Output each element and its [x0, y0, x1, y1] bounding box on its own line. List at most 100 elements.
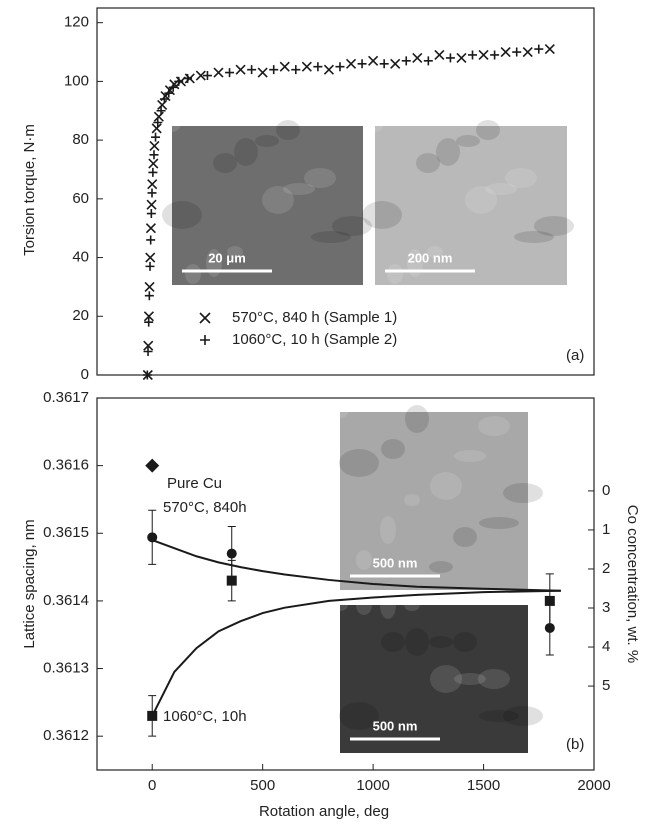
marker-plus: [534, 44, 544, 54]
micrograph-texture: [465, 186, 497, 214]
micrograph-texture: [367, 120, 383, 132]
annotation: (b): [566, 736, 584, 753]
marker-plus: [313, 62, 323, 72]
micrograph-texture: [185, 264, 201, 284]
micrograph-texture: [405, 628, 429, 656]
x-tick-label: 2000: [577, 777, 610, 794]
micrograph: [172, 126, 363, 285]
micrograph-texture: [276, 120, 300, 140]
y-tick-label: 0.3616: [43, 457, 89, 474]
marker-plus: [183, 73, 193, 83]
micrograph-texture: [485, 183, 517, 195]
micrograph-texture: [476, 120, 500, 140]
micrograph-texture: [478, 669, 510, 689]
annotation: (a): [566, 347, 584, 364]
y-tick-label: 80: [72, 131, 89, 148]
micrograph-texture: [227, 246, 243, 258]
micrograph-texture: [404, 494, 420, 506]
marker-diamond: [145, 458, 160, 473]
fit-curve: [151, 589, 561, 717]
y2-tick-label: 1: [602, 521, 610, 538]
micrograph-texture: [503, 706, 543, 726]
marker-x: [147, 179, 158, 190]
marker-x: [279, 61, 290, 72]
micrograph-texture: [283, 183, 315, 195]
marker-x: [368, 55, 379, 66]
marker-x: [478, 49, 489, 61]
micrograph-texture: [362, 201, 402, 229]
micrograph-texture: [356, 550, 372, 570]
micrograph-texture: [332, 599, 348, 611]
marker-x: [144, 281, 155, 292]
micrograph-texture: [304, 168, 336, 188]
micrograph-texture: [255, 135, 279, 147]
micrograph-texture: [479, 517, 519, 529]
marker-x: [151, 123, 162, 134]
marker-plus: [153, 118, 163, 128]
marker-circle: [226, 548, 237, 559]
y2-tick-label: 2: [602, 560, 610, 577]
marker-plus: [247, 65, 257, 75]
y2-tick-label: 3: [602, 599, 610, 616]
marker-x: [148, 158, 159, 169]
micrograph-texture: [381, 632, 405, 652]
marker-square: [226, 575, 237, 586]
y-axis-title: Lattice spacing, nm: [21, 519, 38, 648]
y-tick-label: 0.3614: [43, 592, 89, 609]
micrograph-texture: [311, 231, 351, 243]
marker-x: [145, 252, 156, 263]
scale-bar-label: 500 nm: [373, 555, 418, 570]
marker-x: [257, 67, 268, 78]
marker-x: [143, 311, 154, 322]
marker-plus: [144, 317, 154, 327]
x-axis-title: Rotation angle, deg: [259, 803, 389, 820]
legend-marker: [199, 312, 211, 324]
marker-plus: [445, 53, 455, 63]
y2-tick-label: 4: [602, 638, 610, 655]
y-tick-label: 0.3613: [43, 660, 89, 677]
marker-plus: [147, 188, 157, 198]
micrograph-texture: [478, 416, 510, 436]
marker-plus: [335, 62, 345, 72]
annotation: 1060°C, 10h: [163, 708, 247, 725]
marker-plus: [401, 56, 411, 66]
scale-bar-label: 200 nm: [408, 250, 453, 265]
marker-x: [213, 67, 224, 78]
micrograph-texture: [339, 702, 379, 730]
micrograph-texture: [534, 216, 574, 236]
y-axis-title: Torsion torque, N·m: [21, 124, 38, 256]
micrograph-texture: [404, 599, 420, 611]
marker-plus: [145, 261, 155, 271]
y-tick-label: 20: [72, 307, 89, 324]
y-tick-label: 0: [81, 366, 89, 383]
micrograph: [340, 412, 528, 590]
marker-plus: [291, 65, 301, 75]
micrograph-texture: [454, 450, 486, 462]
marker-x: [153, 111, 164, 122]
y-tick-label: 0.3617: [43, 389, 89, 406]
marker-x: [500, 46, 511, 58]
x-tick-label: 1500: [467, 777, 500, 794]
micrograph-texture: [339, 449, 379, 477]
micrograph-texture: [380, 516, 396, 544]
scale-bar-label: 500 nm: [373, 718, 418, 733]
marker-plus: [423, 56, 433, 66]
micrograph-texture: [430, 472, 462, 500]
marker-plus: [151, 132, 161, 142]
marker-x: [544, 44, 555, 55]
marker-plus: [149, 150, 159, 160]
micrograph-texture: [503, 483, 543, 503]
marker-plus: [269, 65, 279, 75]
micrograph: [375, 126, 567, 285]
marker-x: [235, 64, 246, 75]
marker-circle: [147, 532, 158, 543]
micrograph-texture: [454, 673, 486, 685]
micrograph-texture: [416, 153, 440, 173]
micrograph-texture: [234, 138, 258, 166]
marker-plus: [144, 291, 154, 301]
micrograph-texture: [381, 439, 405, 459]
micrograph-texture: [436, 138, 460, 166]
marker-plus: [146, 209, 156, 219]
marker-plus: [142, 370, 152, 380]
micrograph-texture: [479, 710, 519, 722]
